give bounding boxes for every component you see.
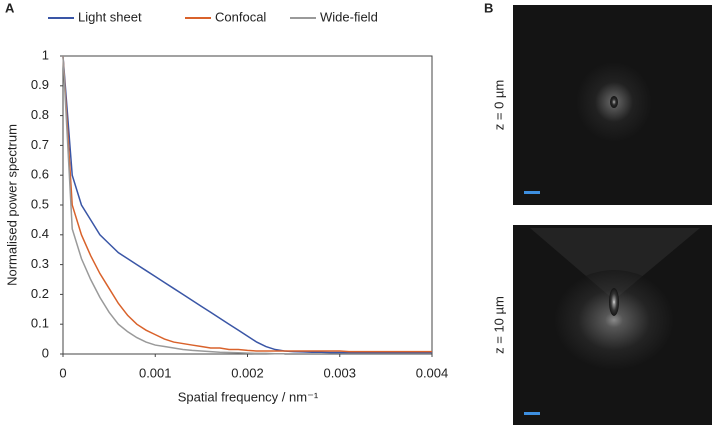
x-tick-label: 0.002 bbox=[231, 365, 264, 380]
y-tick-label: 0.9 bbox=[31, 77, 49, 92]
legend-label: Confocal bbox=[215, 9, 266, 24]
y-tick-label: 0.2 bbox=[31, 286, 49, 301]
plot-frame bbox=[62, 55, 433, 355]
psf-halo bbox=[554, 270, 674, 370]
scale-bar bbox=[524, 412, 540, 415]
y-tick-label: 0.5 bbox=[31, 196, 49, 211]
legend-label: Light sheet bbox=[78, 9, 142, 24]
x-tick-label: 0 bbox=[59, 365, 66, 380]
x-tick-label: 0.003 bbox=[323, 365, 356, 380]
x-axis-label: Spatial frequency / nm⁻¹ bbox=[178, 389, 319, 404]
scale-bar bbox=[524, 191, 540, 194]
y-tick-label: 0.4 bbox=[31, 226, 49, 241]
series-line bbox=[62, 55, 285, 355]
series-line bbox=[62, 55, 432, 353]
psf-cone bbox=[530, 228, 700, 300]
y-tick-label: 0.7 bbox=[31, 137, 49, 152]
panel-label: B bbox=[484, 0, 493, 15]
legend-label: Wide-field bbox=[320, 9, 378, 24]
image-label: z = 0 µm bbox=[491, 80, 506, 130]
y-tick-label: 0 bbox=[42, 345, 49, 360]
y-tick-label: 0.1 bbox=[31, 316, 49, 331]
x-tick-label: 0.001 bbox=[139, 365, 172, 380]
x-tick-label: 0.004 bbox=[416, 365, 449, 380]
psf-spot bbox=[610, 96, 618, 108]
y-axis-label: Normalised power spectrum bbox=[4, 124, 19, 286]
y-tick-label: 1 bbox=[42, 47, 49, 62]
series-line bbox=[62, 55, 432, 354]
y-tick-label: 0.8 bbox=[31, 107, 49, 122]
y-tick-label: 0.6 bbox=[31, 167, 49, 182]
y-tick-label: 0.3 bbox=[31, 256, 49, 271]
panel-label: A bbox=[5, 0, 15, 15]
image-label: z = 10 µm bbox=[491, 296, 506, 354]
psf-spot bbox=[609, 288, 619, 316]
